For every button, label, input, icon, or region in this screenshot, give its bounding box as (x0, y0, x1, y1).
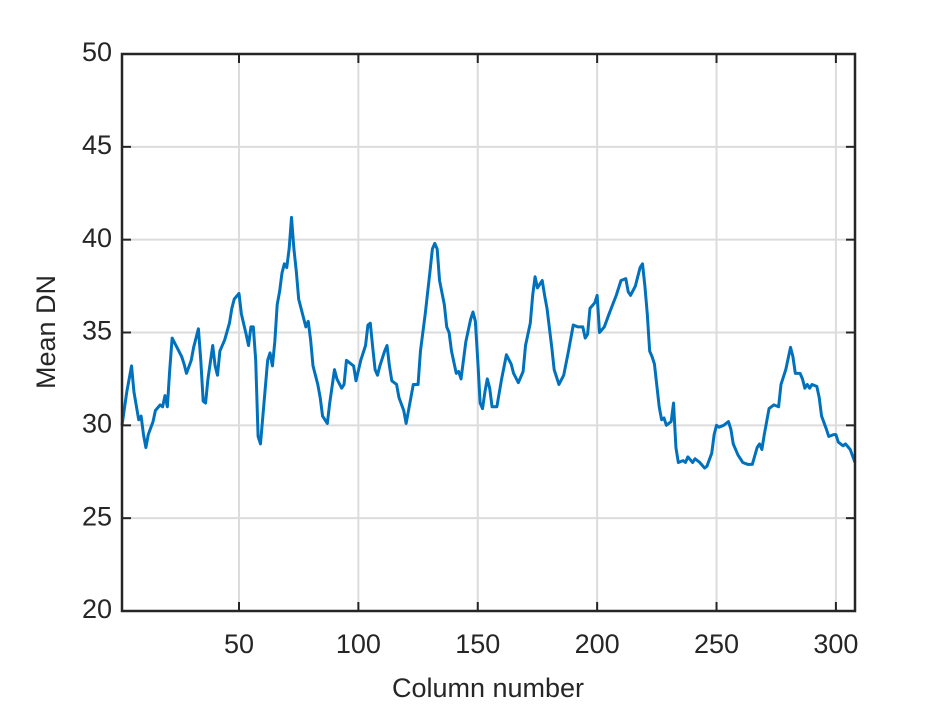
x-tick-label: 250 (694, 629, 739, 659)
y-tick-label: 20 (82, 594, 112, 624)
y-tick-label: 35 (82, 316, 112, 346)
x-tick-label: 200 (575, 629, 620, 659)
y-axis-label: Mean DN (31, 275, 61, 389)
x-tick-label: 50 (224, 629, 254, 659)
y-tick-label: 30 (82, 408, 112, 438)
y-tick-label: 25 (82, 501, 112, 531)
x-tick-label: 100 (336, 629, 381, 659)
y-tick-label: 50 (82, 37, 112, 67)
y-tick-label: 40 (82, 223, 112, 253)
plot-area (120, 215, 857, 470)
grid (122, 53, 855, 612)
x-tick-label: 300 (813, 629, 858, 659)
y-tick-label: 45 (82, 130, 112, 160)
data-line (120, 215, 857, 470)
x-tick-label: 150 (455, 629, 500, 659)
x-axis-label: Column number (392, 673, 584, 703)
